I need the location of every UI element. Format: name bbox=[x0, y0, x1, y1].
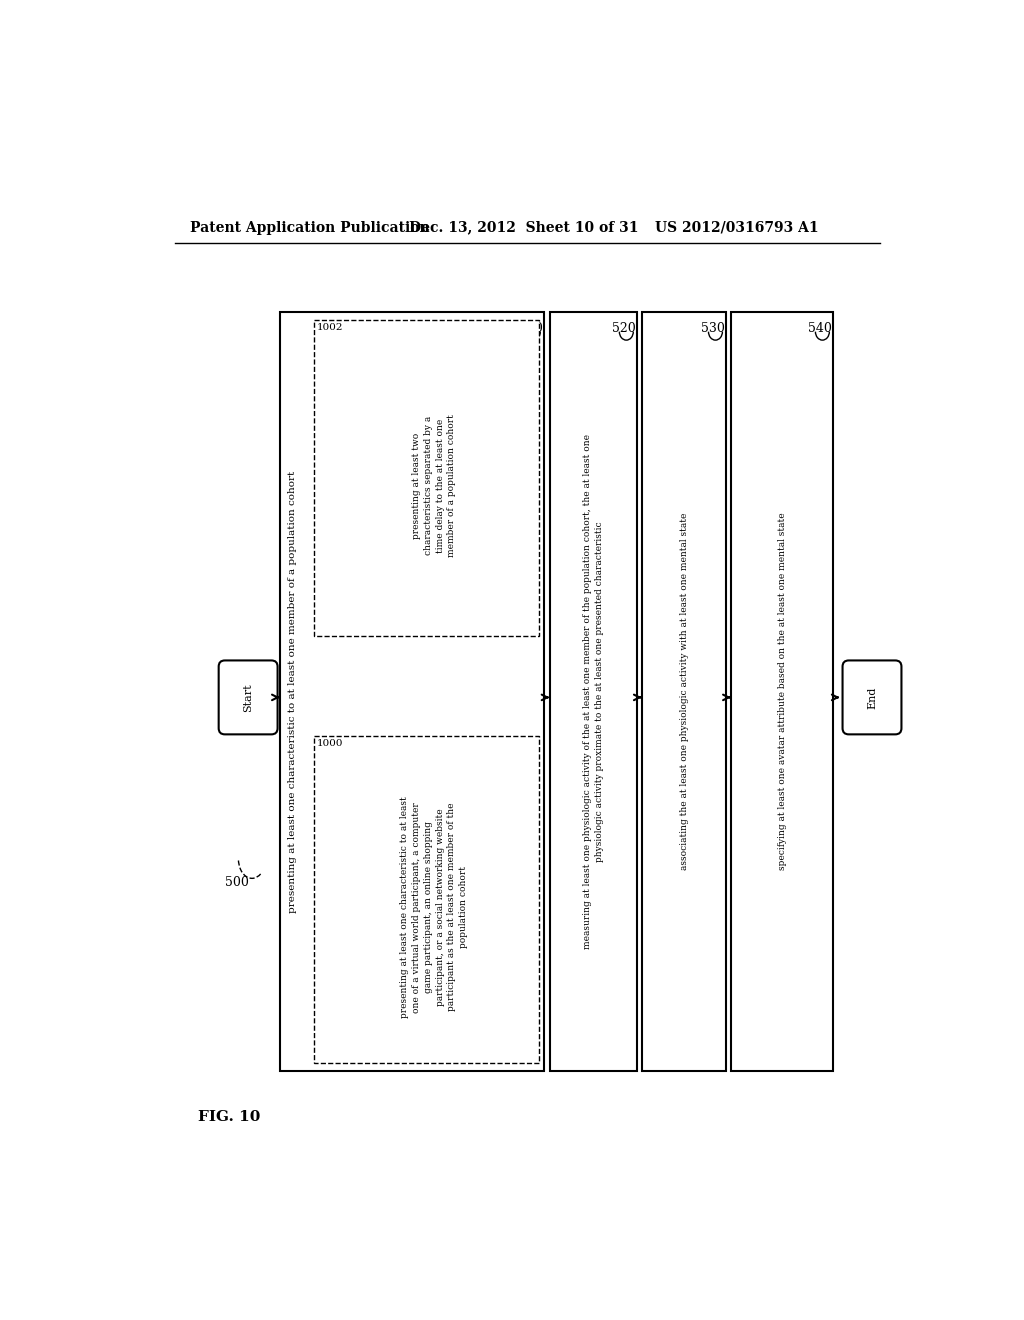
Bar bbox=[314, 737, 539, 1063]
Bar bbox=[314, 321, 539, 636]
Text: presenting at least two
characteristics separated by a
time delay to the at leas: presenting at least two characteristics … bbox=[412, 414, 457, 557]
Text: 500: 500 bbox=[224, 876, 249, 890]
Bar bbox=[550, 313, 637, 1071]
Text: Dec. 13, 2012  Sheet 10 of 31: Dec. 13, 2012 Sheet 10 of 31 bbox=[410, 220, 639, 235]
Text: 520: 520 bbox=[612, 322, 636, 335]
Text: FIG. 10: FIG. 10 bbox=[198, 1110, 260, 1125]
Text: 530: 530 bbox=[700, 322, 725, 335]
Text: 1002: 1002 bbox=[317, 323, 344, 333]
Bar bbox=[280, 313, 544, 1071]
Text: 510: 510 bbox=[519, 322, 543, 335]
Text: presenting at least one characteristic to at least
one of a virtual world partic: presenting at least one characteristic t… bbox=[400, 796, 468, 1018]
Text: End: End bbox=[867, 686, 877, 709]
Bar bbox=[731, 313, 834, 1071]
Text: 540: 540 bbox=[808, 322, 831, 335]
Text: specifying at least one avatar attribute based on the at least one mental state: specifying at least one avatar attribute… bbox=[777, 512, 786, 870]
Text: measuring at least one physiologic activity of the at least one member of the po: measuring at least one physiologic activ… bbox=[583, 434, 604, 949]
Text: associating the at least one physiologic activity with at least one mental state: associating the at least one physiologic… bbox=[680, 513, 688, 870]
FancyBboxPatch shape bbox=[219, 660, 278, 734]
Text: Patent Application Publication: Patent Application Publication bbox=[190, 220, 430, 235]
Bar bbox=[642, 313, 726, 1071]
Text: US 2012/0316793 A1: US 2012/0316793 A1 bbox=[655, 220, 818, 235]
Text: presenting at least one characteristic to at least one member of a population co: presenting at least one characteristic t… bbox=[288, 470, 297, 912]
Text: Start: Start bbox=[243, 682, 253, 711]
FancyBboxPatch shape bbox=[843, 660, 901, 734]
Text: 1000: 1000 bbox=[317, 739, 344, 748]
